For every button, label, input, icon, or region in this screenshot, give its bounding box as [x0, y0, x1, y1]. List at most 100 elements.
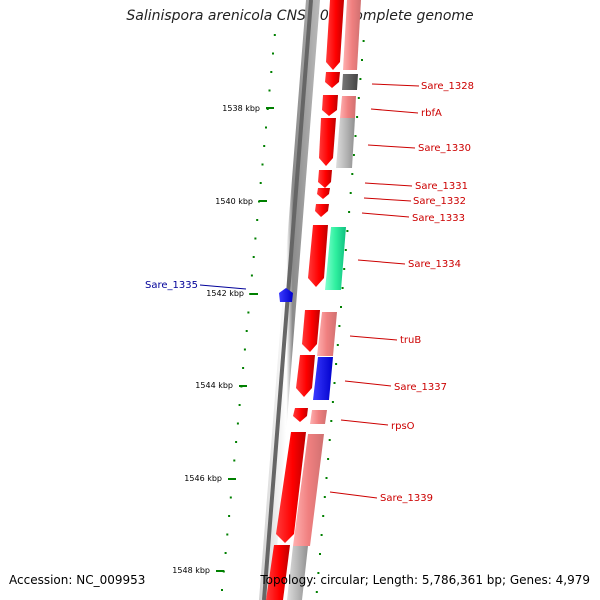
gene-block-rbfa[interactable]	[340, 96, 356, 118]
gene-block-sare-1339[interactable]	[293, 434, 324, 546]
scale-dot	[336, 344, 339, 346]
gene-arrow-rpso[interactable]	[293, 408, 308, 422]
scale-dot	[254, 237, 257, 240]
scale-dot	[338, 325, 341, 327]
scale-dot	[247, 311, 250, 314]
kbp-scale: 1538 kbp 1540 kbp 1542 kbp 1544 kbp 1546…	[172, 104, 274, 575]
gene-arrow[interactable]	[266, 545, 290, 600]
kbp-label: 1548 kbp	[172, 566, 210, 575]
gene-label[interactable]: Sare_1330	[418, 143, 471, 154]
scale-dot	[242, 367, 245, 369]
scale-dot	[351, 173, 354, 175]
gene-arrow-sare-1331[interactable]	[318, 170, 332, 188]
scale-dot	[335, 363, 338, 365]
gene-label[interactable]: Sare_1334	[408, 259, 461, 270]
gene-arrow-sare-1337[interactable]	[296, 355, 315, 397]
scale-dot	[330, 420, 333, 422]
scale-dot	[270, 71, 273, 73]
leader-lines	[199, 83, 420, 499]
gene-block-sare-1337[interactable]	[313, 357, 333, 400]
scale-dot	[356, 116, 359, 118]
scale-dot	[245, 330, 248, 332]
scale-dot	[328, 439, 331, 441]
leader-line	[363, 197, 412, 202]
scale-dot	[341, 287, 344, 289]
scale-dot	[327, 458, 330, 460]
gene-label[interactable]: Sare_1339	[380, 493, 433, 504]
leader-line	[357, 259, 406, 265]
gene-label[interactable]: Sare_1333	[412, 213, 465, 224]
scale-dot	[354, 135, 357, 137]
kbp-label: 1540 kbp	[215, 197, 253, 206]
scale-dot	[259, 182, 262, 184]
gene-label[interactable]: Sare_1332	[413, 196, 466, 207]
scale-dot	[221, 589, 223, 591]
scale-dot	[272, 52, 274, 55]
leader-line	[349, 335, 398, 341]
gene-label[interactable]: Sare_1337	[394, 382, 447, 393]
scale-dot	[250, 274, 253, 277]
scale-dot	[348, 211, 351, 213]
scale-dot	[343, 268, 346, 270]
scale-dot	[252, 256, 255, 258]
classification-track	[287, 0, 361, 600]
forward-strand-track	[266, 0, 344, 600]
scale-dot	[349, 192, 352, 194]
scale-dot	[344, 249, 347, 251]
gene-arrow-sare-1332[interactable]	[317, 188, 330, 199]
scale-dot	[273, 34, 276, 36]
scale-dot	[323, 496, 326, 498]
scale-dot	[256, 219, 259, 221]
scale-dot	[233, 459, 236, 462]
gene-arrow-sare-1339[interactable]	[276, 432, 306, 543]
leader-line	[329, 491, 378, 499]
gene-label[interactable]: Sare_1331	[415, 181, 468, 192]
scale-dot	[236, 422, 239, 425]
leader-line	[364, 182, 413, 187]
gene-arrow-sare-1328[interactable]	[325, 72, 340, 88]
gene-block-sare-1328[interactable]	[342, 74, 358, 90]
scale-dot	[265, 126, 267, 129]
kbp-label: 1544 kbp	[195, 381, 233, 390]
gene-block-rpso[interactable]	[310, 410, 327, 424]
kbp-label: 1542 kbp	[206, 289, 244, 298]
gene-arrow-sare-1334[interactable]	[308, 225, 328, 287]
gene-arrow-sare-1333[interactable]	[315, 204, 329, 217]
gene-arrow[interactable]	[326, 0, 344, 70]
gene-label[interactable]: rpsO	[391, 421, 415, 432]
scale-dot	[346, 230, 349, 232]
gene-block[interactable]	[343, 0, 361, 70]
leader-line	[344, 380, 392, 387]
gene-block-trub[interactable]	[317, 312, 337, 356]
gene-arrow-trub[interactable]	[302, 310, 320, 352]
gene-labels: Sare_1328 rbfA Sare_1330 Sare_1331 Sare_…	[145, 81, 474, 504]
scale-dot	[226, 533, 229, 536]
gene-block[interactable]	[287, 546, 308, 600]
gene-arrow-sare-1335[interactable]	[279, 288, 293, 302]
scale-dot	[228, 515, 231, 517]
scale-dot	[229, 496, 232, 499]
scale-dot	[238, 404, 241, 406]
scale-dot	[357, 97, 360, 99]
scale-dot	[359, 78, 362, 80]
scale-dot	[315, 591, 318, 593]
scale-dot	[322, 515, 325, 517]
scale-dot	[261, 163, 264, 166]
gene-label[interactable]: Sare_1335	[145, 280, 198, 291]
gene-block-sare-1330[interactable]	[336, 118, 355, 168]
scale-dot	[362, 40, 365, 42]
gene-label[interactable]: rbfA	[421, 108, 442, 119]
kbp-label: 1546 kbp	[184, 474, 222, 483]
gene-arrow-rbfa[interactable]	[322, 95, 338, 116]
gene-label[interactable]: Sare_1328	[421, 81, 474, 92]
gene-arrow-sare-1330[interactable]	[319, 118, 336, 166]
scale-dot	[340, 306, 342, 308]
genome-summary-text: Topology: circular; Length: 5,786,361 bp…	[260, 573, 590, 587]
gene-label[interactable]: truB	[400, 335, 421, 346]
kbp-label: 1538 kbp	[222, 104, 260, 113]
gene-block-sare-1334[interactable]	[325, 227, 346, 290]
scale-dot	[361, 59, 363, 61]
scale-dot	[319, 553, 321, 555]
scale-dot	[243, 348, 246, 351]
leader-line	[361, 212, 410, 218]
